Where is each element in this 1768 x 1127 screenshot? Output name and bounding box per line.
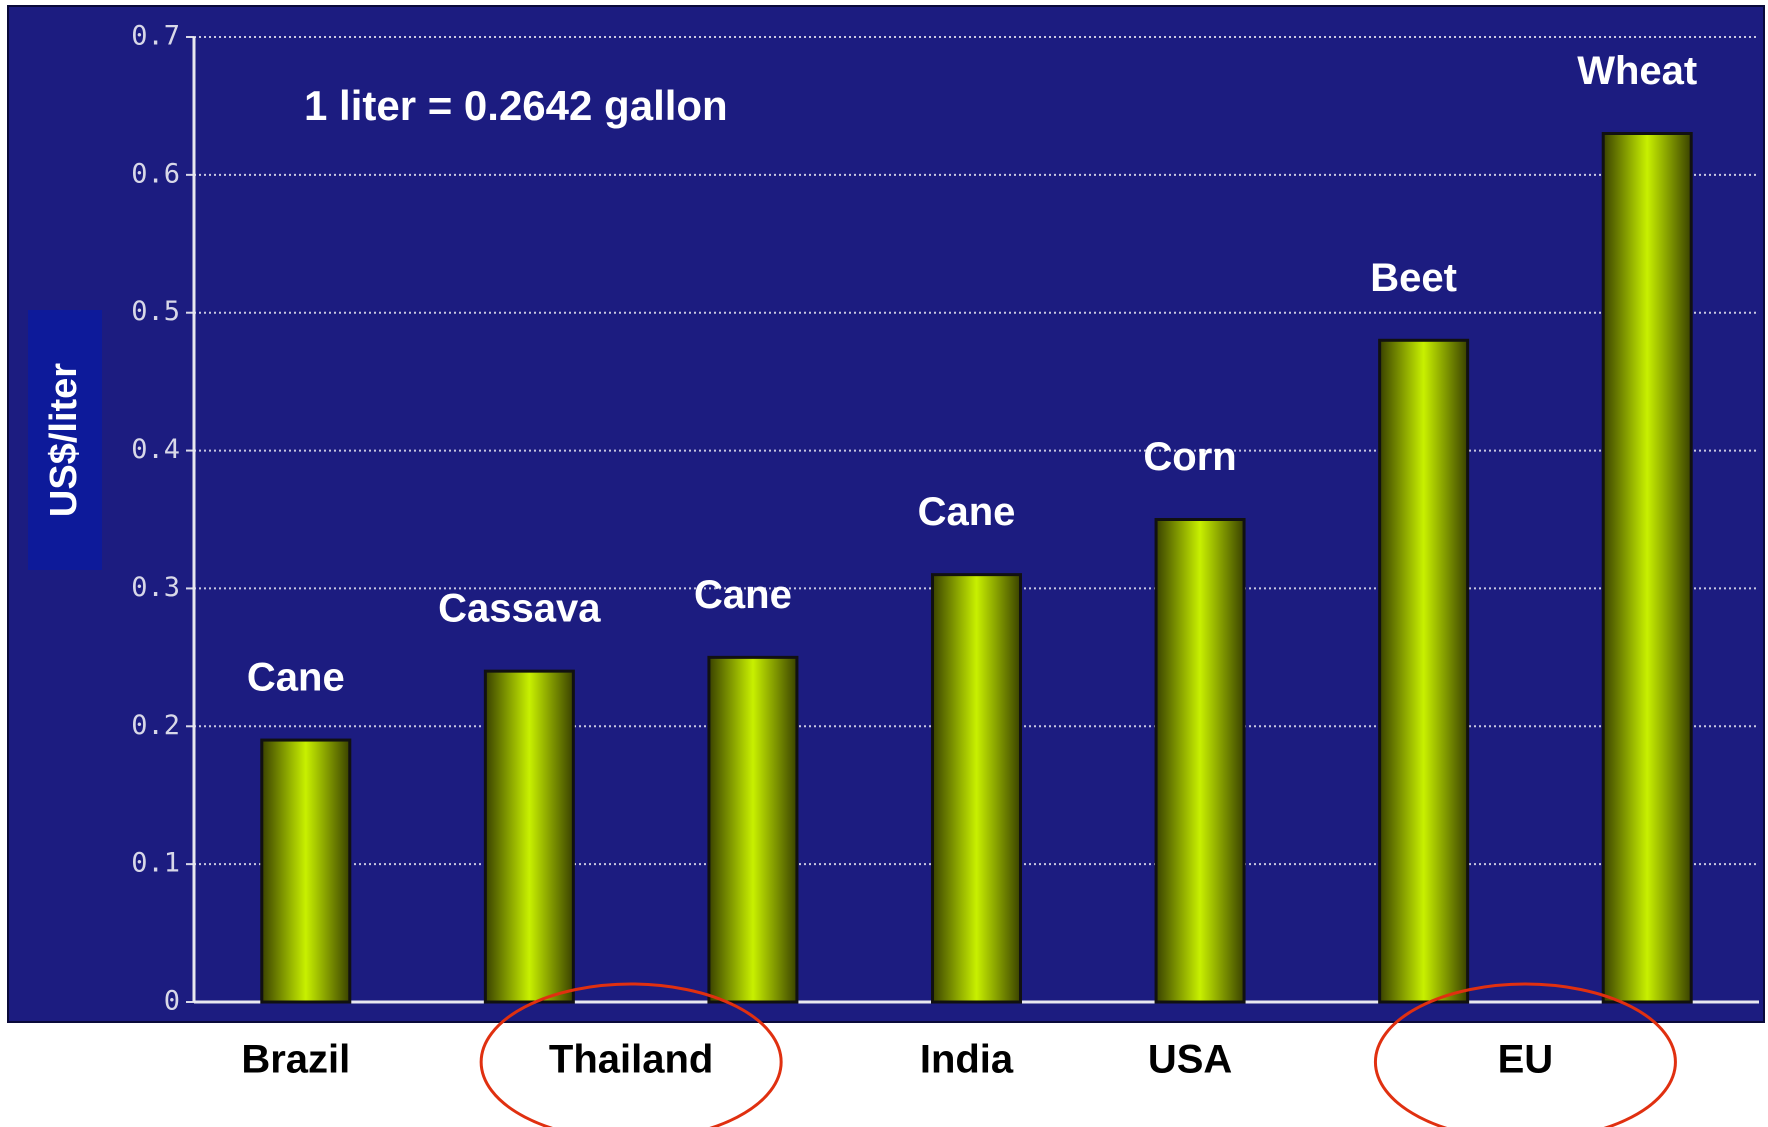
y-tick-label: 0 — [164, 986, 180, 1017]
bar-label: Cane — [694, 573, 792, 617]
group-label: India — [920, 1038, 1014, 1082]
y-tick-label: 0.3 — [131, 572, 180, 603]
group-label: EU — [1498, 1038, 1554, 1082]
group-label: Brazil — [241, 1038, 350, 1082]
bar — [1601, 132, 1693, 1004]
bar-label: Cane — [918, 490, 1016, 534]
bar — [260, 738, 352, 1004]
bar-label: Cassava — [438, 587, 601, 631]
y-label-box — [28, 310, 102, 570]
group-label: Thailand — [549, 1038, 713, 1082]
group-label: USA — [1148, 1038, 1232, 1082]
bar-label: Wheat — [1577, 49, 1697, 93]
y-tick-label: 0.7 — [131, 21, 180, 52]
bar — [1154, 518, 1246, 1004]
bar — [707, 655, 799, 1004]
bar-label: Beet — [1370, 256, 1457, 300]
annotation: 1 liter = 0.2642 gallon — [304, 82, 728, 129]
y-tick-label: 0.5 — [131, 296, 180, 327]
y-tick-label: 0.6 — [131, 158, 180, 189]
y-tick-label: 0.2 — [131, 710, 180, 741]
bar — [483, 669, 575, 1004]
bar-label: Corn — [1143, 435, 1236, 479]
y-axis-label: US$/liter — [43, 363, 85, 517]
highlight-circle — [479, 982, 783, 1127]
highlight-circle — [1373, 982, 1677, 1127]
y-tick-label: 0.1 — [131, 848, 180, 879]
bar-label: Cane — [247, 656, 345, 700]
bar — [1378, 338, 1470, 1004]
y-tick-label: 0.4 — [131, 434, 180, 465]
bar — [931, 573, 1022, 1004]
